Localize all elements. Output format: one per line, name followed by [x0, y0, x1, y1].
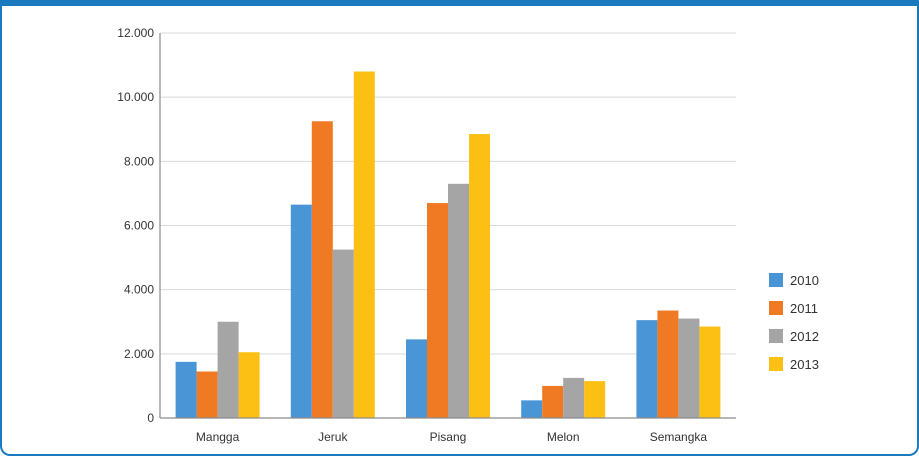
- bar-mangga-2012: [217, 321, 239, 418]
- legend-swatch-2010: [769, 273, 783, 287]
- legend-swatch-2012: [769, 329, 783, 343]
- legend-label-2011: 2011: [790, 301, 818, 316]
- bar-mangga-2010: [175, 361, 197, 418]
- x-category-label: Pisang: [430, 430, 467, 444]
- bar-semangka-2011: [657, 310, 679, 418]
- bar-melon-2011: [542, 385, 564, 418]
- bar-melon-2012: [563, 377, 585, 418]
- bar-semangka-2013: [699, 326, 721, 418]
- x-category-label: Mangga: [196, 430, 240, 444]
- y-tick-label: 0: [147, 411, 154, 425]
- y-axis-tick-labels: 0 2.000 4.000 6.000 8.000 10.000 12.000: [117, 26, 154, 425]
- y-tick-label: 4.000: [124, 283, 154, 297]
- x-category-label: Melon: [547, 430, 580, 444]
- y-tick-label: 12.000: [117, 26, 154, 40]
- bars: [175, 71, 721, 419]
- bar-melon-2013: [584, 381, 606, 418]
- bar-jeruk-2010: [290, 204, 312, 418]
- bar-melon-2010: [521, 400, 543, 418]
- bar-mangga-2011: [196, 371, 218, 418]
- legend-swatch-2011: [769, 301, 783, 315]
- x-axis-category-labels: Mangga Jeruk Pisang Melon Semangka: [196, 430, 707, 444]
- x-category-label: Semangka: [650, 430, 708, 444]
- legend-label-2010: 2010: [790, 273, 819, 288]
- y-tick-label: 8.000: [124, 154, 154, 168]
- bar-mangga-2013: [238, 352, 260, 418]
- bar-jeruk-2013: [353, 71, 375, 418]
- bar-pisang-2012: [448, 183, 469, 418]
- bar-pisang-2010: [406, 339, 427, 418]
- bar-pisang-2011: [427, 203, 448, 418]
- legend-label-2012: 2012: [790, 329, 819, 344]
- legend-swatch-2013: [769, 357, 783, 371]
- bar-semangka-2012: [678, 318, 700, 418]
- bar-jeruk-2011: [311, 121, 333, 419]
- legend-label-2013: 2013: [790, 357, 819, 372]
- bar-pisang-2013: [469, 134, 490, 418]
- bar-jeruk-2012: [332, 249, 354, 418]
- y-tick-label: 10.000: [117, 90, 154, 104]
- y-tick-label: 2.000: [124, 347, 154, 361]
- bar-semangka-2010: [636, 320, 658, 418]
- y-tick-label: 6.000: [124, 219, 154, 233]
- x-category-label: Jeruk: [318, 430, 348, 444]
- legend: 2010 2011 2012 2013: [769, 273, 819, 372]
